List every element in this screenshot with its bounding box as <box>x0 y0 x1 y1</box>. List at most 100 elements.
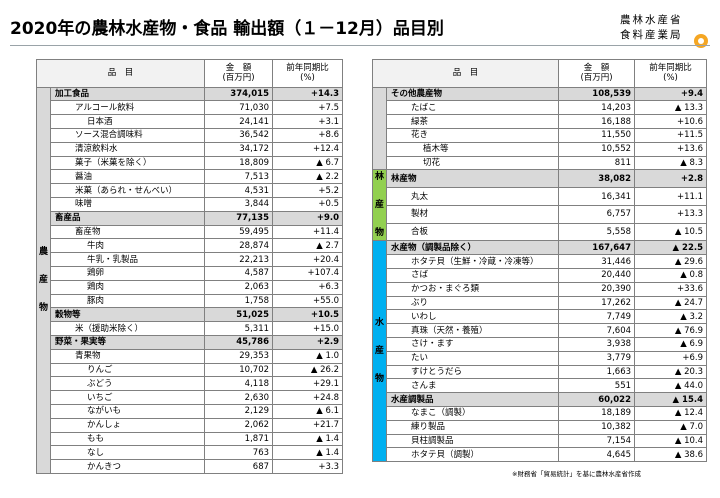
title-divider <box>10 45 710 46</box>
ratio-value: +11.4 <box>272 224 344 240</box>
marine-side-label: 水産物 <box>372 240 387 463</box>
ratio-value: +0.5 <box>272 196 344 212</box>
table-row: 合板 5,558 ▲ 10.5 <box>373 222 708 242</box>
table-row: ホタテ貝（生鮮・冷蔵・冷凍等） 31,446 ▲ 29.6 <box>373 254 708 269</box>
ratio-value: ▲ 76.9 <box>634 323 708 338</box>
item-name: なまこ（調製） <box>385 405 560 421</box>
amount-value: 3,779 <box>558 350 636 366</box>
item-name: さんま <box>385 378 560 394</box>
table-row: もも 1,871 ▲ 1.4 <box>37 431 344 447</box>
table-row: いちご 2,630 +24.8 <box>37 390 344 405</box>
item-name: 豚肉 <box>49 293 206 309</box>
amount-value: 18,189 <box>558 405 636 421</box>
item-name: りんご <box>49 362 206 378</box>
item-name: もも <box>49 431 206 447</box>
source-note: ※財務省「貿易統計」を基に農林水産省作成 <box>512 470 641 478</box>
table-row: 緑茶 16,188 +10.6 <box>373 114 708 129</box>
amount-value: 34,172 <box>204 141 274 157</box>
category-row: 畜産品 77,135 +9.0 <box>37 210 344 226</box>
column-header-amount: 金 額 (百万円) <box>204 59 274 88</box>
flower-logo-icon <box>694 34 708 48</box>
amount-value: 10,382 <box>558 419 636 435</box>
ratio-value: +12.4 <box>272 141 344 157</box>
ratio-value: +2.8 <box>634 169 708 189</box>
ratio-value: +3.1 <box>272 114 344 129</box>
amount-value: 24,141 <box>204 114 274 129</box>
amount-value: 2,063 <box>204 279 274 295</box>
amount-value: 7,513 <box>204 169 274 185</box>
amount-value: 7,749 <box>558 309 636 325</box>
amount-value: 167,647 <box>558 240 636 256</box>
amount-value: 71,030 <box>204 100 274 116</box>
table-row: なし 763 ▲ 1.4 <box>37 445 344 461</box>
ratio-value: ▲ 1.4 <box>272 431 344 447</box>
amount-value: 7,154 <box>558 433 636 449</box>
ratio-value: +29.1 <box>272 376 344 392</box>
item-name: ながいも <box>49 403 206 419</box>
item-name: 菓子（米菓を除く） <box>49 155 206 171</box>
ratio-value: ▲ 38.6 <box>634 447 708 463</box>
table-row: かんきつ 687 +3.3 <box>37 459 344 474</box>
table-row: 牛肉 28,874 ▲ 2.7 <box>37 238 344 254</box>
item-name: なし <box>49 445 206 461</box>
column-header-amount: 金 額 (百万円) <box>558 59 636 88</box>
ratio-value: +2.9 <box>272 334 344 350</box>
amount-value: 3,844 <box>204 196 274 212</box>
amount-value: 29,353 <box>204 348 274 364</box>
table-row: 豚肉 1,758 +55.0 <box>37 293 344 309</box>
ratio-value: ▲ 1.4 <box>272 445 344 461</box>
table-row: 練り製品 10,382 ▲ 7.0 <box>373 419 708 435</box>
amount-value: 5,311 <box>204 321 274 336</box>
ratio-value: +9.0 <box>272 210 344 226</box>
amount-value: 1,871 <box>204 431 274 447</box>
item-name: いちご <box>49 390 206 405</box>
agri-side-label: 農産物 <box>36 86 51 474</box>
amount-value: 18,809 <box>204 155 274 171</box>
item-name: ぶどう <box>49 376 206 392</box>
table-row: 花き 11,550 +11.5 <box>373 127 708 143</box>
ratio-value: +55.0 <box>272 293 344 309</box>
ratio-value: ▲ 20.3 <box>634 364 708 380</box>
amount-value: 763 <box>204 445 274 461</box>
column-header-item: 品 目 <box>35 59 206 88</box>
amount-value: 20,390 <box>558 281 636 297</box>
amount-value: 1,758 <box>204 293 274 309</box>
item-name: 米菓（あられ・せんべい） <box>49 183 206 198</box>
ratio-value: +3.3 <box>272 459 344 474</box>
table-row: ソース混合調味料 36,542 +8.6 <box>37 127 344 143</box>
table-row: 米菓（あられ・せんべい） 4,531 +5.2 <box>37 183 344 198</box>
category-row: 野菜・果実等 45,786 +2.9 <box>37 334 344 350</box>
amount-value: 374,015 <box>204 86 274 102</box>
ratio-value: +15.0 <box>272 321 344 336</box>
amount-value: 31,446 <box>558 254 636 269</box>
ratio-value: ▲ 26.2 <box>272 362 344 378</box>
item-name: 緑茶 <box>385 114 560 129</box>
item-name: 丸太 <box>385 187 560 206</box>
item-name: 花き <box>385 127 560 143</box>
ratio-value: ▲ 1.0 <box>272 348 344 364</box>
amount-value: 4,118 <box>204 376 274 392</box>
item-name: 貝柱調製品 <box>385 433 560 449</box>
table-row: さば 20,440 ▲ 0.8 <box>373 267 708 283</box>
ratio-value: ▲ 13.3 <box>634 100 708 116</box>
ratio-value: +13.6 <box>634 141 708 157</box>
item-name: アルコール飲料 <box>49 100 206 116</box>
table-row: 植木等 10,552 +13.6 <box>373 141 708 157</box>
table-row: 米（援助米除く） 5,311 +15.0 <box>37 321 344 336</box>
ratio-value: +14.3 <box>272 86 344 102</box>
item-name: 植木等 <box>385 141 560 157</box>
table-row: 畜産物 59,495 +11.4 <box>37 224 344 240</box>
item-name: いわし <box>385 309 560 325</box>
ratio-value: +6.3 <box>272 279 344 295</box>
table-row: たい 3,779 +6.9 <box>373 350 708 366</box>
logo-line-2: 食料産業局 <box>620 29 683 41</box>
forest-side-label: 林産物 <box>372 169 387 242</box>
ratio-value: ▲ 3.2 <box>634 309 708 325</box>
ratio-value: +33.6 <box>634 281 708 297</box>
item-name: ホタテ貝（生鮮・冷蔵・冷凍等） <box>385 254 560 269</box>
ratio-value: ▲ 10.4 <box>634 433 708 449</box>
item-name: 醤油 <box>49 169 206 185</box>
ratio-value: +10.6 <box>634 114 708 129</box>
amount-value: 17,262 <box>558 295 636 311</box>
ratio-value: +20.4 <box>272 252 344 267</box>
